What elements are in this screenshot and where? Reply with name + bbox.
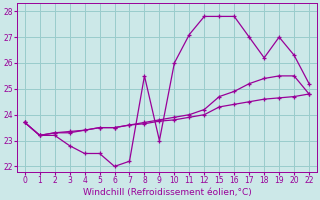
- X-axis label: Windchill (Refroidissement éolien,°C): Windchill (Refroidissement éolien,°C): [83, 188, 251, 197]
